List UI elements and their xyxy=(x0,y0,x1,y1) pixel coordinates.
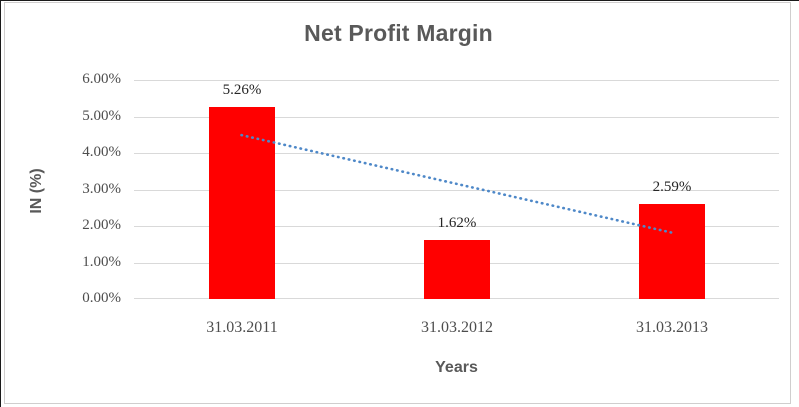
x-axis-title: Years xyxy=(435,359,478,376)
y-tick-label: 1.00% xyxy=(82,253,121,270)
bar-data-label: 2.59% xyxy=(652,179,692,195)
bar-data-label: 1.62% xyxy=(437,215,477,231)
x-tick-label: 31.03.2012 xyxy=(421,319,493,336)
gridline xyxy=(134,226,779,227)
x-tick-label: 31.03.2011 xyxy=(206,319,278,336)
y-tick-label: 0.00% xyxy=(82,290,121,306)
y-tick-label: 2.00% xyxy=(82,217,121,233)
plot-area: 5.26% 1.62% 2.59% xyxy=(134,80,779,299)
y-tick-label: 5.00% xyxy=(82,107,121,124)
bar xyxy=(424,240,490,299)
bar xyxy=(639,204,705,299)
x-tick-label: 31.03.2013 xyxy=(636,319,708,336)
y-tick-label: 6.00% xyxy=(82,71,121,87)
gridline xyxy=(134,80,779,81)
chart-title: Net Profit Margin xyxy=(304,20,493,46)
trendline-layer xyxy=(240,133,673,234)
gridline xyxy=(134,153,779,154)
gridline xyxy=(134,190,779,191)
chart-area-border xyxy=(4,2,791,404)
gridline xyxy=(134,117,779,118)
y-tick-label: 4.00% xyxy=(82,144,121,160)
y-tick-label: 3.00% xyxy=(82,180,121,197)
trendline xyxy=(240,133,673,234)
bar-data-label: 5.26% xyxy=(222,82,262,98)
